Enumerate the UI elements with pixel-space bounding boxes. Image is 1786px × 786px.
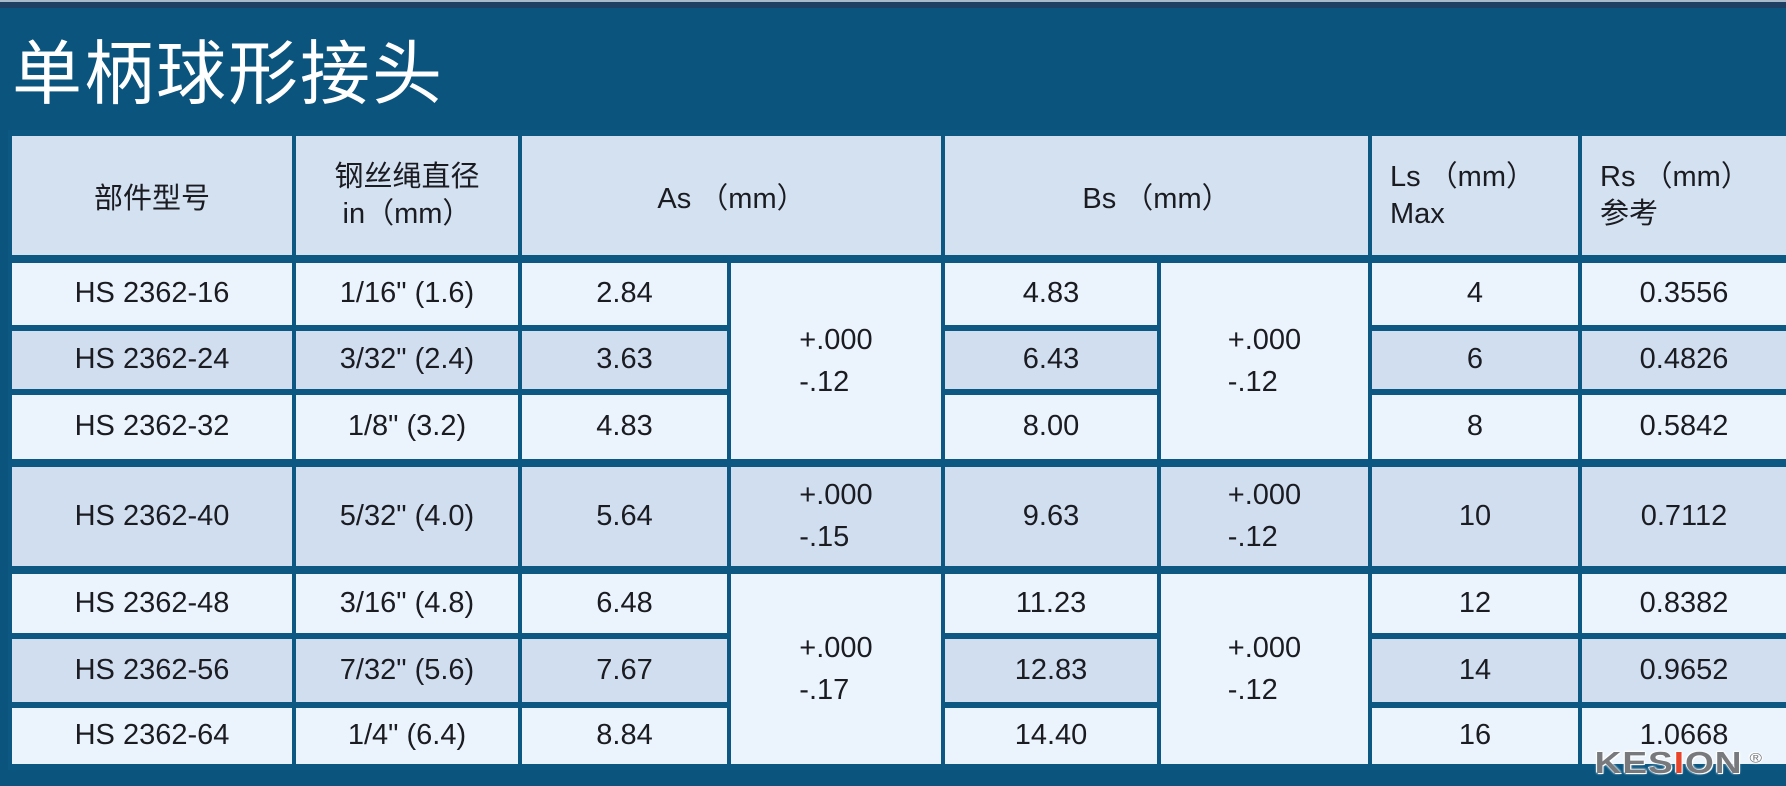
col-header-ls: Ls （mm） Max (1368, 130, 1582, 263)
table-row: HS 2362-48 3/16" (4.8) 6.48 +.000 -.17 1… (8, 565, 1786, 771)
cell-rs-ref: 0.5842 (1578, 388, 1786, 466)
rs-header-line2: 参考 (1600, 197, 1659, 230)
cell-as-tolerance: +.000 -.15 (727, 458, 945, 573)
cell-as-value: 2.84 (518, 256, 731, 331)
cell-rs-ref: 0.4826 (1578, 324, 1786, 395)
cell-wire-diameter: 7/32" (5.6) (292, 633, 522, 708)
cell-ls-max: 10 (1368, 458, 1582, 573)
kesion-logo: KESION ® (1595, 748, 1762, 778)
cell-bs-value: 6.43 (941, 324, 1161, 395)
cell-bs-tolerance: +.000 -.12 (1157, 256, 1372, 466)
col-header-part-model: 部件型号 (8, 130, 296, 263)
wire-diameter-line1: 钢丝绳直径 (334, 161, 480, 194)
top-accent-strip (0, 0, 1786, 8)
cell-model: HS 2362-32 (8, 388, 296, 466)
table-row: HS 2362-64 1/4" (6.4) 8.84 14.40 16 1.06… (8, 701, 1786, 771)
cell-bs-value: 4.83 (941, 256, 1161, 331)
table-row: HS 2362-56 7/32" (5.6) 7.67 12.83 14 0.9… (8, 633, 1786, 708)
cell-model: HS 2362-24 (8, 324, 296, 395)
logo-text-left: KES (1594, 746, 1674, 780)
cell-ls-max: 16 (1368, 701, 1582, 771)
cell-ls-max: 4 (1368, 256, 1582, 331)
cell-as-value: 7.67 (518, 633, 731, 708)
spec-table-grid: 部件型号 钢丝绳直径 in（mm） As （mm） Bs （mm） Ls （mm… (8, 130, 1786, 771)
table-row: HS 2362-32 1/8" (3.2) 4.83 8.00 8 0.5842 (8, 388, 1786, 466)
col-header-rs: Rs （mm） 参考 (1578, 130, 1786, 263)
spec-table: 部件型号 钢丝绳直径 in（mm） As （mm） Bs （mm） Ls （mm… (8, 130, 1786, 771)
cell-ls-max: 8 (1368, 388, 1582, 466)
cell-wire-diameter: 5/32" (4.0) (292, 458, 522, 573)
logo-text-right: ON (1684, 746, 1743, 780)
ls-header-line1: Ls （mm） (1390, 161, 1536, 194)
cell-as-value: 4.83 (518, 388, 731, 466)
cell-wire-diameter: 1/8" (3.2) (292, 388, 522, 466)
cell-as-value: 8.84 (518, 701, 731, 771)
table-row: HS 2362-24 3/32" (2.4) 3.63 6.43 6 0.482… (8, 324, 1786, 395)
cell-bs-tolerance: +.000 -.12 (1157, 565, 1372, 771)
col-header-bs: Bs （mm） (941, 130, 1372, 263)
col-header-wire-diameter: 钢丝绳直径 in（mm） (292, 130, 522, 263)
ls-header-line2: Max (1390, 197, 1445, 230)
cell-rs-ref: 0.7112 (1578, 458, 1786, 573)
header-row: 部件型号 钢丝绳直径 in（mm） As （mm） Bs （mm） Ls （mm… (8, 130, 1786, 263)
registered-trademark-icon: ® (1749, 749, 1762, 766)
cell-model: HS 2362-16 (8, 256, 296, 331)
cell-bs-value: 11.23 (941, 565, 1161, 640)
cell-bs-value: 8.00 (941, 388, 1161, 466)
cell-model: HS 2362-56 (8, 633, 296, 708)
page-title: 单柄球形接头 (12, 37, 444, 114)
cell-bs-value: 14.40 (941, 701, 1161, 771)
cell-wire-diameter: 1/4" (6.4) (292, 701, 522, 771)
cell-model: HS 2362-40 (8, 458, 296, 573)
cell-as-value: 3.63 (518, 324, 731, 395)
cell-as-value: 6.48 (518, 565, 731, 640)
cell-bs-tolerance: +.000 -.12 (1157, 458, 1372, 573)
cell-as-tolerance: +.000 -.17 (727, 565, 945, 771)
cell-wire-diameter: 1/16" (1.6) (292, 256, 522, 331)
cell-wire-diameter: 3/16" (4.8) (292, 565, 522, 640)
cell-wire-diameter: 3/32" (2.4) (292, 324, 522, 395)
cell-ls-max: 14 (1368, 633, 1582, 708)
col-header-as: As （mm） (518, 130, 945, 263)
wire-diameter-line2: in（mm） (342, 197, 472, 230)
cell-ls-max: 6 (1368, 324, 1582, 395)
cell-rs-ref: 0.9652 (1578, 633, 1786, 708)
cell-ls-max: 12 (1368, 565, 1582, 640)
cell-rs-ref: 0.3556 (1578, 256, 1786, 331)
cell-model: HS 2362-48 (8, 565, 296, 640)
rs-header-line1: Rs （mm） (1600, 161, 1750, 194)
cell-as-value: 5.64 (518, 458, 731, 573)
cell-rs-ref: 0.8382 (1578, 565, 1786, 640)
logo-red-i: I (1673, 746, 1685, 780)
cell-model: HS 2362-64 (8, 701, 296, 771)
cell-rs-ref: 1.0668 (1578, 701, 1786, 771)
table-row: HS 2362-16 1/16" (1.6) 2.84 +.000 -.12 4… (8, 256, 1786, 466)
table-row: HS 2362-40 5/32" (4.0) 5.64 +.000 -.15 9… (8, 458, 1786, 573)
cell-bs-value: 12.83 (941, 633, 1161, 708)
cell-bs-value: 9.63 (941, 458, 1161, 573)
cell-as-tolerance: +.000 -.12 (727, 256, 945, 466)
